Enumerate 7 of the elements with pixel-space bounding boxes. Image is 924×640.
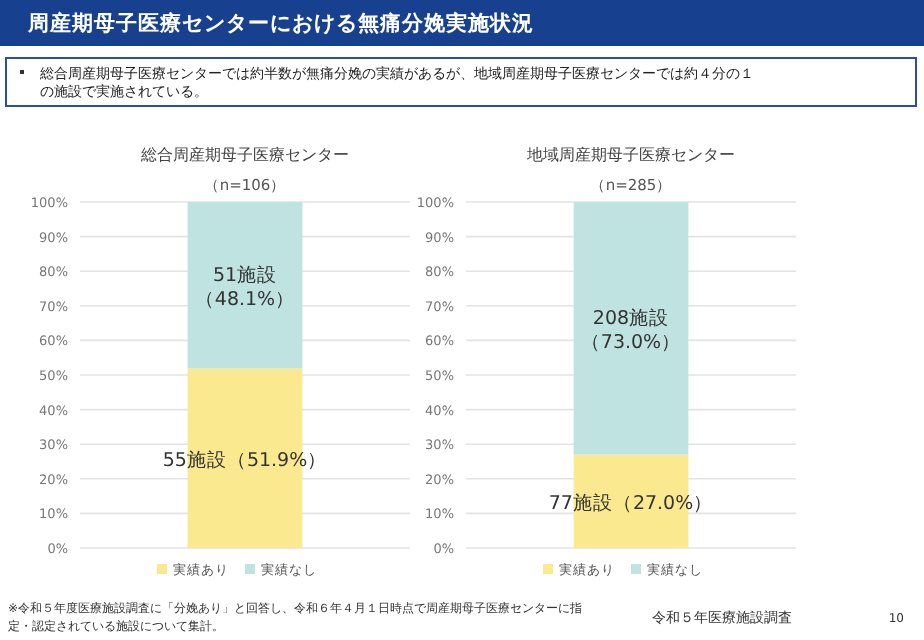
chart-title: 地域周産期母子医療センター bbox=[525, 146, 735, 164]
data-label: 51施設（48.1%） bbox=[194, 263, 296, 312]
data-label: 55施設（51.9%） bbox=[162, 448, 328, 473]
data-label: 77施設（27.0%） bbox=[548, 491, 714, 516]
chart-title: 総合周産期母子医療センター bbox=[139, 146, 349, 164]
header-banner: 周産期母子医療センターにおける無痛分娩実施状況 bbox=[0, 0, 924, 46]
data-label: 208施設（73.0%） bbox=[580, 306, 682, 355]
